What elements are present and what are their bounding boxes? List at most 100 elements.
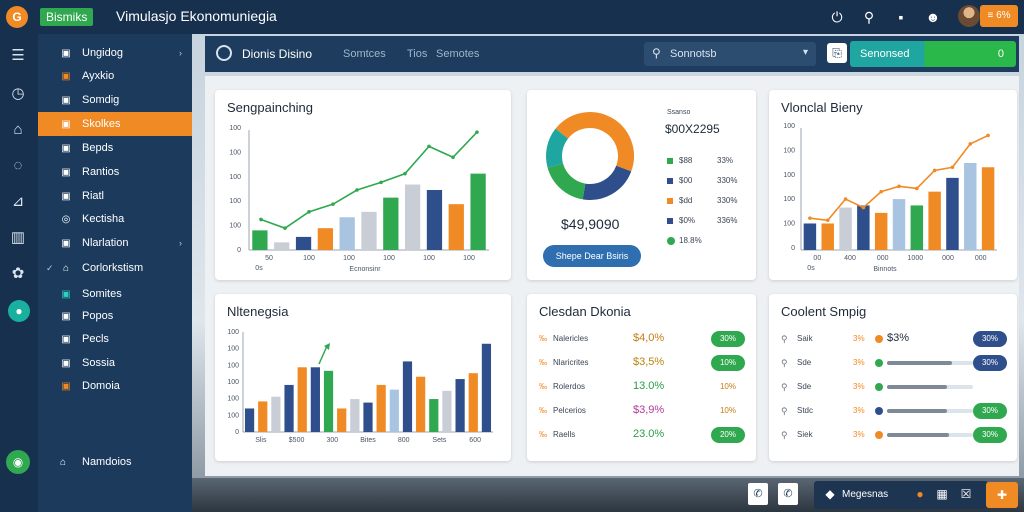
line-point [283,226,287,230]
sidebar-item-8[interactable]: ▣ Nlarlation › [38,231,192,255]
sidebar-item-0[interactable]: ▣ Ungidog › [38,41,192,65]
sidebar-item-12[interactable]: ▣ Pecls [38,327,192,351]
robot-icon[interactable]: ☻ [925,9,941,25]
donut-slice [547,163,586,200]
row-icon: ⚲ [781,382,788,392]
legend-swatch [667,198,673,204]
x-tick-label: $500 [289,437,305,444]
y-tick-label: 100 [227,379,239,386]
bar [350,399,360,432]
x-tick-label: 100 [423,255,435,262]
sidebar-item-icon: ⌂ [62,262,70,274]
sidebar-item-5[interactable]: ▣ Rantios [38,160,192,184]
x-sublabel: 0s [807,265,815,272]
sidebar-item-icon: ▣ [61,118,71,130]
x-tick-label: 100 [303,255,315,262]
gear-icon[interactable]: ✿ [11,265,25,282]
brand-badge[interactable]: Bismiks [40,8,94,26]
chat-icon[interactable]: ◌ [13,157,23,174]
sidebar-footer[interactable]: ⌂ Namdoios [38,450,192,474]
close-icon[interactable]: ☒ [960,487,972,501]
quick-action-button[interactable]: ≡ 6% [980,5,1018,27]
chat-icon[interactable]: ◆ [825,487,835,501]
user-icon[interactable]: ⚲ [863,9,875,25]
x-tick-label: Bites [360,437,376,444]
expand-button[interactable]: ✚ [986,482,1018,508]
chevron-icon[interactable]: › [179,238,182,248]
help-icon[interactable]: ● [8,300,30,322]
line-point [475,130,479,134]
sidebar-item-14[interactable]: ▣ Domoia [38,374,192,398]
tab-2[interactable]: Tios [407,48,428,60]
square-icon[interactable]: ▪ [898,9,904,25]
row-value: $3,5% [633,356,665,368]
phone-icon[interactable]: ✆ [748,483,768,505]
dashboard-icon [216,45,232,61]
sidebar-item-7[interactable]: ◎ Kectisha [38,207,192,231]
bar [448,204,464,250]
power-icon[interactable]: ⏻ [831,9,843,25]
line-point [861,205,866,210]
sidebar-item-4[interactable]: ▣ Bepds [38,136,192,160]
sidebar-item-6[interactable]: ▣ Riatl [38,184,192,208]
sidebar-item-3[interactable]: ▣ Skolkes [38,112,192,136]
sidebar-item-label: Somdig [82,94,120,106]
sidebar-item-9[interactable]: ⌂ Corlorkstism ✓ [38,256,192,280]
bar [389,389,399,432]
chevron-down-icon: ▾ [802,47,808,58]
chevron-icon[interactable]: › [179,48,182,58]
menu-icon[interactable]: ☰ [11,47,25,64]
bar [383,197,399,250]
compass-icon[interactable]: ● [916,487,924,501]
sidebar-item-2[interactable]: ▣ Somdig [38,88,192,112]
icon-rail [0,34,38,512]
sidebar-item-13[interactable]: ▣ Sossia [38,351,192,375]
trend-line [260,131,478,230]
bar [946,177,959,250]
donut-slice [555,112,634,172]
bar [337,408,347,432]
donut-chart [546,112,634,200]
avatar[interactable] [958,5,980,27]
export-button[interactable]: ⎘ [827,43,847,63]
grid-icon[interactable]: ▦ [936,487,948,501]
bar [284,384,294,432]
sidebar-item-10[interactable]: ▣ Somites [38,282,192,306]
app-logo[interactable]: G [6,6,28,28]
sidebar-footer-label: Namdoios [82,456,132,468]
x-tick-label: 400 [844,255,856,262]
tab-3[interactable]: Semotes [436,48,480,60]
sidebar-item-label: Nlarlation [82,237,129,249]
donut-action-button[interactable]: Shepe Dear Bsiris [543,245,641,267]
row-name: Sde [797,358,812,367]
bar [821,223,834,250]
sidebar-item-label: Riatl [82,190,105,202]
sidebar-item-1[interactable]: ▣ Ayxkio [38,64,192,88]
line-point [879,189,883,194]
search-input[interactable]: ⚲ Sonnotsb ▾ [644,42,816,66]
line-point [808,216,812,220]
building-icon[interactable]: ⌂ [13,121,23,138]
line-point [307,210,311,214]
card-coolent-smpig: Coolent Smpig ⚲ Saik 3% $3% 30% ⚲ Sde 3% 30% ⚲ Sde… [769,294,1017,461]
sidebar-item-11[interactable]: ▣ Popos [38,304,192,328]
tab-1[interactable]: Somtces [343,48,386,60]
legend-swatch [667,237,675,245]
progress-track [887,433,973,437]
footer-pill[interactable] [814,481,988,509]
row-icon: ⚲ [781,430,788,440]
chart-icon[interactable]: ⊿ [11,193,25,210]
bar-chart-4: 100 100 100 100 100 100 0 Slis $500 300 Bites 800 Se… [227,329,493,444]
bar [442,390,452,432]
book-icon[interactable]: ▥ [10,229,26,246]
expand-icon[interactable]: ✓ [46,262,54,273]
bar [470,173,486,250]
clock-icon[interactable]: ◷ [11,85,25,102]
row-pct: 3% [853,406,865,415]
line-point [379,180,383,185]
action-pill-button[interactable]: Senonsed 0 [850,41,1016,67]
search-icon: ⚲ [652,46,661,60]
phone-icon[interactable]: ✆ [778,483,798,505]
sidebar-item-label: Corlorkstism [82,262,144,274]
settings-circle-icon[interactable]: ◉ [6,450,30,474]
